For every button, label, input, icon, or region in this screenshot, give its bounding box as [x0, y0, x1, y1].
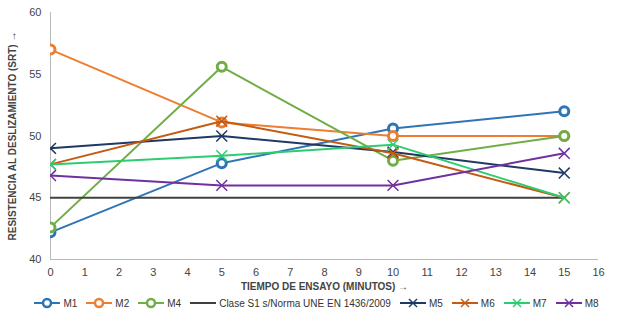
svg-text:15: 15 — [558, 266, 570, 278]
svg-text:55: 55 — [29, 68, 41, 80]
svg-text:4: 4 — [184, 266, 190, 278]
html-text:M4: M4 — [167, 297, 182, 309]
svg-text:11: 11 — [422, 266, 433, 278]
svg-text:45: 45 — [29, 191, 41, 203]
svg-text:6: 6 — [253, 266, 259, 278]
svg-text:5: 5 — [219, 266, 225, 278]
html-text:Clase S1 s/Norma UNE EN 1436/2: Clase S1 s/Norma UNE EN 1436/2009 — [219, 297, 391, 309]
svg-text:3: 3 — [150, 266, 156, 278]
svg-text:16: 16 — [592, 266, 604, 278]
svg-text:0: 0 — [47, 266, 53, 278]
svg-text:RESISTENCIA AL DESLIZAMIENTO (: RESISTENCIA AL DESLIZAMIENTO (SRT) → — [7, 32, 18, 241]
svg-text:60: 60 — [29, 6, 41, 18]
svg-text:1: 1 — [82, 266, 88, 278]
svg-text:40: 40 — [29, 253, 41, 265]
svg-text:8: 8 — [321, 266, 327, 278]
html-text:M7: M7 — [532, 297, 547, 309]
html-text:M1: M1 — [63, 297, 78, 309]
svg-text:7: 7 — [287, 266, 293, 278]
svg-text:TIEMPO DE ENSAYO (MINUTOS) →: TIEMPO DE ENSAYO (MINUTOS) → — [241, 281, 408, 292]
svg-text:50: 50 — [29, 130, 41, 142]
svg-text:2: 2 — [116, 266, 122, 278]
svg-text:9: 9 — [356, 266, 362, 278]
html-text:M6: M6 — [480, 297, 495, 309]
html-text:M8: M8 — [584, 297, 599, 309]
svg-text:13: 13 — [490, 266, 502, 278]
svg-text:14: 14 — [524, 266, 536, 278]
html-text:M5: M5 — [428, 297, 443, 309]
svg-text:12: 12 — [455, 266, 467, 278]
svg-text:10: 10 — [387, 266, 399, 278]
html-text:M2: M2 — [115, 297, 130, 309]
